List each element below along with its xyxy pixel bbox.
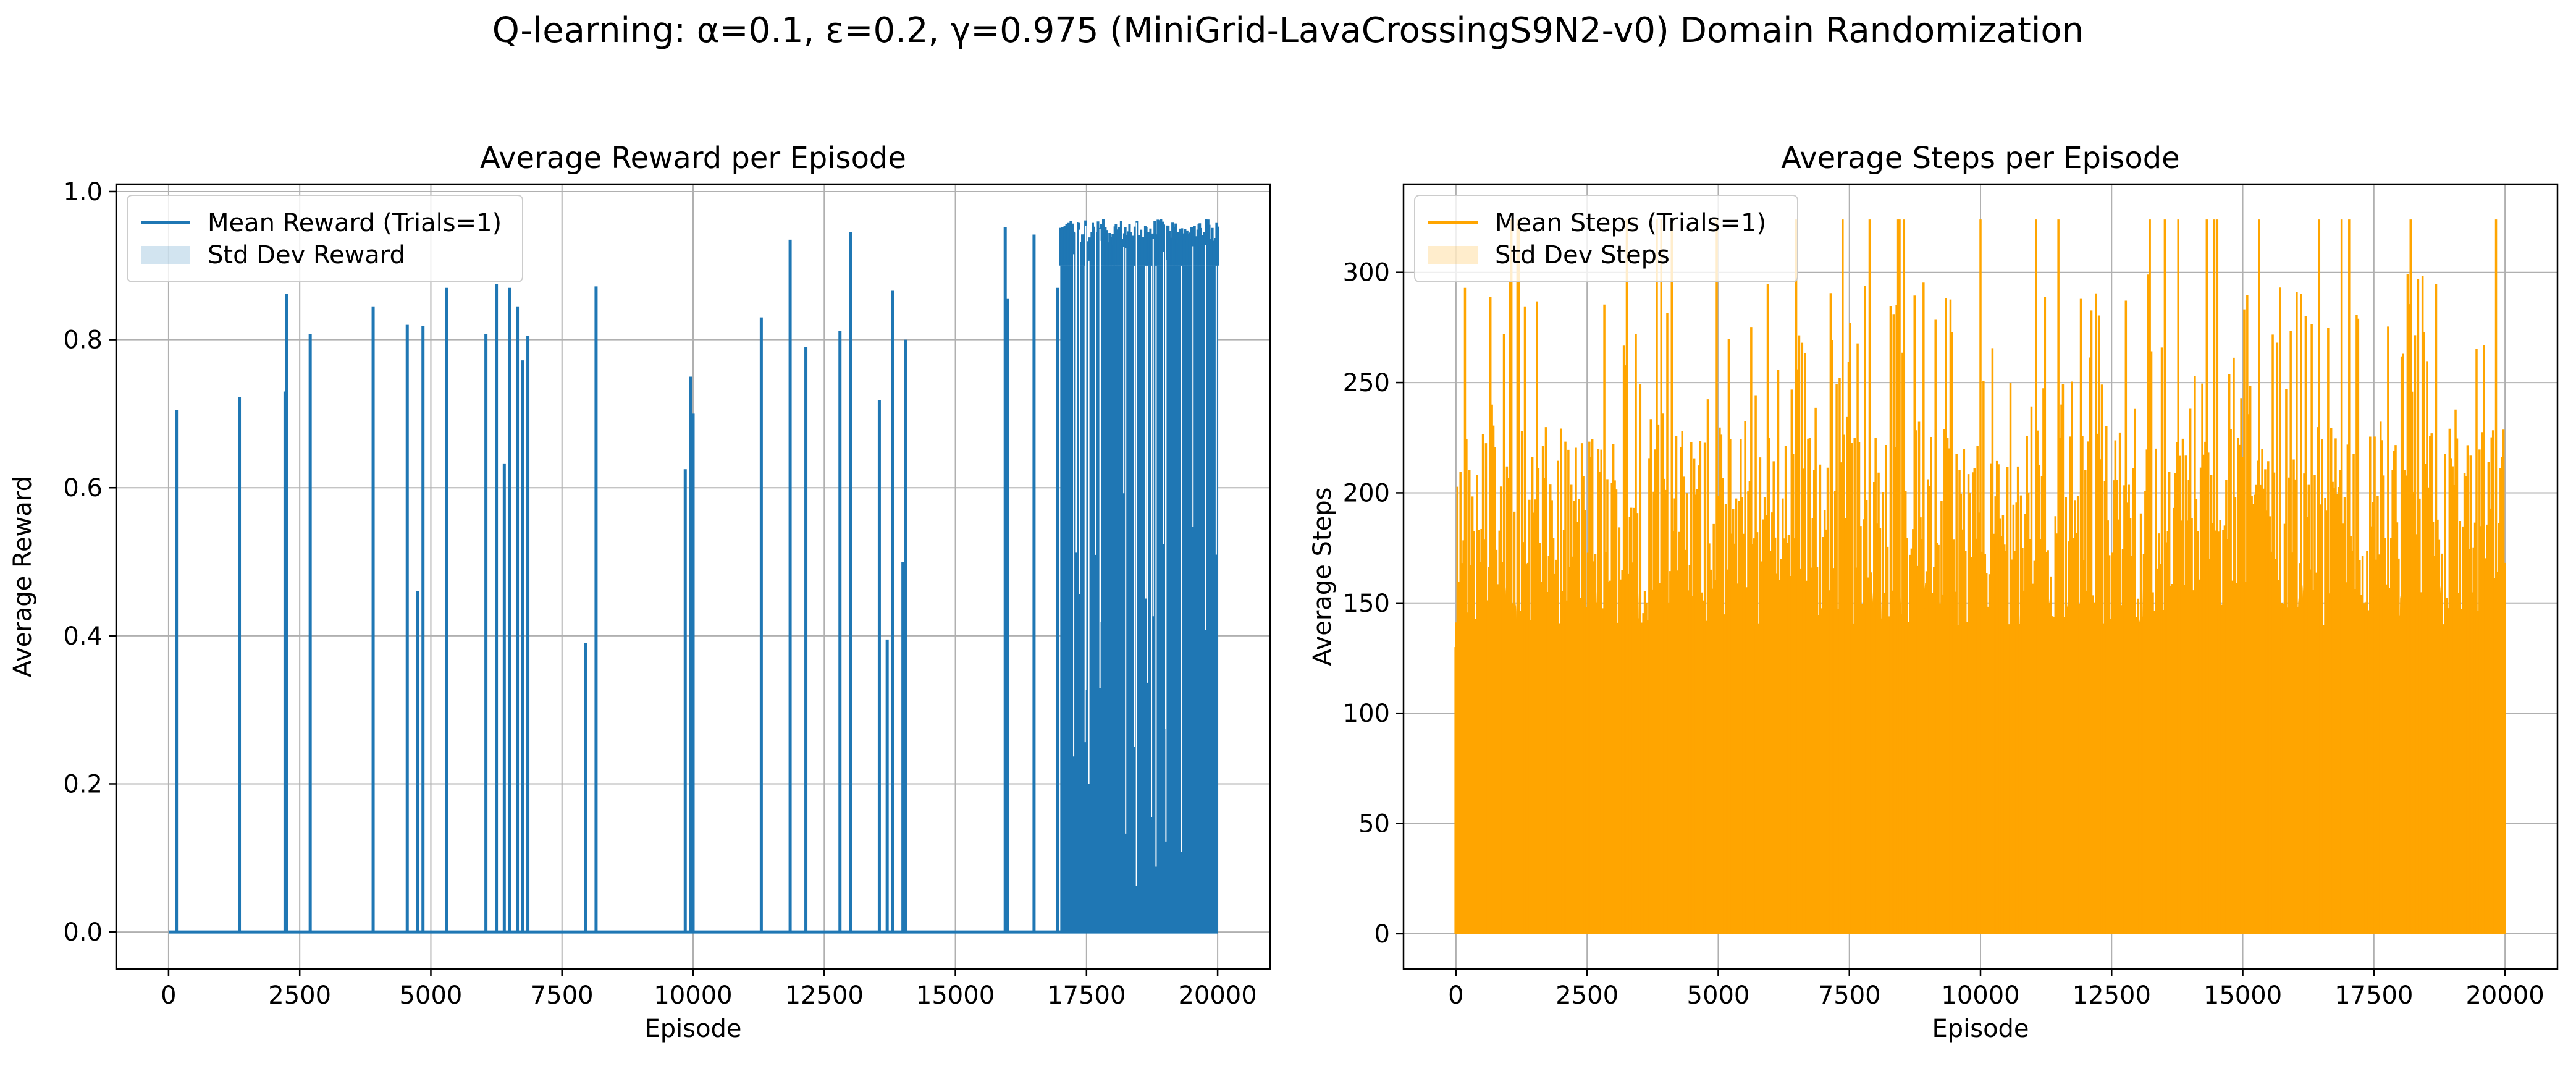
y-tick-label: 0.8 (63, 326, 103, 355)
y-tick-label: 0.4 (63, 622, 103, 651)
y-tick-label: 0.0 (63, 918, 103, 947)
reward-axes-frame (115, 183, 1271, 970)
x-tick-label: 2500 (1555, 981, 1618, 1010)
steps-ticks: 0 2500 5000 7500 10000 12500 15000 17500 20000 0 5… (1343, 259, 2544, 1010)
steps-legend-box (1414, 195, 1798, 282)
reward-axes: 0 2500 5000 7500 10000 12500 15000 17500 20000 0.… (9, 141, 1271, 1043)
x-tick-label: 0 (161, 981, 176, 1010)
x-tick-label: 12500 (785, 981, 864, 1010)
figure-suptitle: Q-learning: α=0.1, ε=0.2, γ=0.975 (MiniG… (492, 11, 2084, 51)
reward-legend-box (127, 195, 523, 282)
x-tick-label: 7500 (1818, 981, 1881, 1010)
y-tick-label: 1.0 (63, 178, 103, 206)
reward-chart-title: Average Reward per Episode (480, 141, 906, 176)
reward-series (168, 219, 1219, 934)
steps-legend-band-swatch (1428, 246, 1478, 264)
steps-legend-std-label: Std Dev Steps (1495, 241, 1670, 269)
x-tick-label: 20000 (2465, 981, 2544, 1010)
x-tick-label: 20000 (1178, 981, 1256, 1010)
steps-x-axis-label: Episode (1932, 1015, 2029, 1043)
steps-chart-title: Average Steps per Episode (1781, 141, 2179, 176)
steps-legend-mean-label: Mean Steps (Trials=1) (1495, 209, 1766, 237)
x-tick-label: 5000 (1687, 981, 1750, 1010)
steps-axes-frame (1402, 183, 2559, 970)
x-tick-label: 15000 (2203, 981, 2282, 1010)
x-tick-label: 0 (1448, 981, 1463, 1010)
y-tick-label: 150 (1343, 590, 1390, 618)
x-tick-label: 17500 (2334, 981, 2413, 1010)
reward-legend-band-swatch (141, 246, 190, 264)
reward-ticks: 0 2500 5000 7500 10000 12500 15000 17500 20000 0.… (63, 178, 1256, 1010)
reward-x-axis-label: Episode (644, 1015, 741, 1043)
steps-y-axis-label: Average Steps (1308, 488, 1337, 666)
y-tick-label: 0.6 (63, 474, 103, 502)
reward-legend-mean-label: Mean Reward (Trials=1) (208, 209, 502, 237)
steps-legend: Mean Steps (Trials=1) Std Dev Steps (1414, 195, 1798, 282)
y-tick-label: 50 (1358, 810, 1390, 839)
x-tick-label: 10000 (654, 981, 732, 1010)
y-tick-label: 200 (1343, 479, 1390, 507)
x-tick-label: 15000 (916, 981, 995, 1010)
reward-legend-std-label: Std Dev Reward (208, 241, 405, 269)
steps-series (1454, 219, 2506, 934)
y-tick-label: 100 (1343, 700, 1390, 728)
x-tick-label: 7500 (531, 981, 594, 1010)
steps-axes: 0 2500 5000 7500 10000 12500 15000 17500 20000 0 5… (1308, 141, 2559, 1043)
x-tick-label: 12500 (2073, 981, 2151, 1010)
x-tick-label: 17500 (1047, 981, 1126, 1010)
y-tick-label: 300 (1343, 259, 1390, 287)
reward-legend: Mean Reward (Trials=1) Std Dev Reward (127, 195, 523, 282)
reward-dense-block (1060, 265, 1218, 933)
y-tick-label: 0 (1374, 920, 1390, 949)
y-tick-label: 250 (1343, 369, 1390, 397)
x-tick-label: 2500 (268, 981, 331, 1010)
x-tick-label: 5000 (400, 981, 463, 1010)
reward-y-axis-label: Average Reward (9, 476, 37, 677)
x-tick-label: 10000 (1941, 981, 2019, 1010)
y-tick-label: 0.2 (63, 770, 103, 798)
